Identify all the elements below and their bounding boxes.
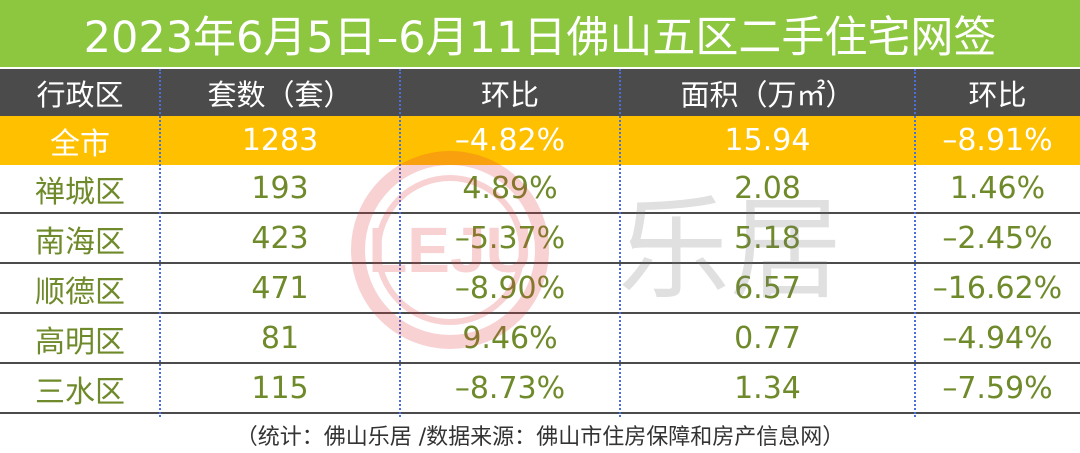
- header-units: 套数（套）: [207, 77, 353, 112]
- units-cell: 193: [251, 171, 309, 206]
- units-cell: 81: [260, 321, 300, 356]
- area-cell: 15.94: [724, 123, 811, 158]
- units-cell: 423: [251, 221, 309, 256]
- district-cell: 全市: [50, 126, 110, 162]
- table-row: 高明区 81 9.46% 0.77 –4.94%: [0, 315, 1080, 364]
- area-mom-cell: –7.59%: [942, 371, 1053, 406]
- area-mom-cell: –16.62%: [932, 271, 1063, 306]
- table-row: 禅城区 193 4.89% 2.08 1.46%: [0, 165, 1080, 214]
- header-district: 行政区: [36, 77, 124, 112]
- column-divider: [914, 69, 916, 417]
- units-cell: 1283: [241, 123, 319, 158]
- table-row: 南海区 423 –5.37% 5.18 –2.45%: [0, 215, 1080, 264]
- source-footnote: （统计：佛山乐居 /数据来源：佛山市住房保障和房产信息网）: [235, 425, 845, 450]
- district-cell: 顺德区: [35, 274, 125, 310]
- table-row: 三水区 115 –8.73% 1.34 –7.59%: [0, 365, 1080, 414]
- header-area-mom: 环比: [968, 77, 1027, 112]
- area-cell: 5.18: [734, 221, 801, 256]
- district-cell: 高明区: [35, 324, 125, 360]
- units-mom-cell: –4.82%: [454, 123, 566, 158]
- table-row-total: 全市 1283 –4.82% 15.94 –8.91%: [0, 116, 1080, 165]
- header-units-mom: 环比: [480, 77, 539, 112]
- table-title: 2023年6月5日–6月11日佛山五区二手住宅网签: [0, 0, 1080, 69]
- column-divider: [159, 69, 161, 417]
- district-cell: 三水区: [35, 374, 125, 410]
- header-area: 面积（万㎡）: [680, 77, 855, 112]
- units-mom-cell: 9.46%: [462, 321, 558, 356]
- area-cell: 1.34: [734, 371, 801, 406]
- district-cell: 禅城区: [35, 174, 125, 210]
- column-divider: [619, 69, 621, 417]
- units-cell: 115: [251, 371, 309, 406]
- units-mom-cell: –5.37%: [454, 221, 566, 256]
- area-mom-cell: –4.94%: [942, 321, 1053, 356]
- table-header: 行政区 套数（套） 环比 面积（万㎡） 环比: [0, 69, 1080, 116]
- area-cell: 2.08: [734, 171, 801, 206]
- units-mom-cell: 4.89%: [462, 171, 558, 206]
- column-divider: [399, 69, 401, 417]
- area-mom-cell: –2.45%: [942, 221, 1053, 256]
- district-cell: 南海区: [35, 224, 125, 260]
- area-cell: 0.77: [734, 321, 801, 356]
- area-cell: 6.57: [734, 271, 801, 306]
- table-row: 顺德区 471 –8.90% 6.57 –16.62%: [0, 265, 1080, 314]
- units-cell: 471: [251, 271, 309, 306]
- units-mom-cell: –8.90%: [454, 271, 566, 306]
- units-mom-cell: –8.73%: [454, 371, 566, 406]
- area-mom-cell: 1.46%: [949, 171, 1046, 206]
- area-mom-cell: –8.91%: [942, 123, 1053, 158]
